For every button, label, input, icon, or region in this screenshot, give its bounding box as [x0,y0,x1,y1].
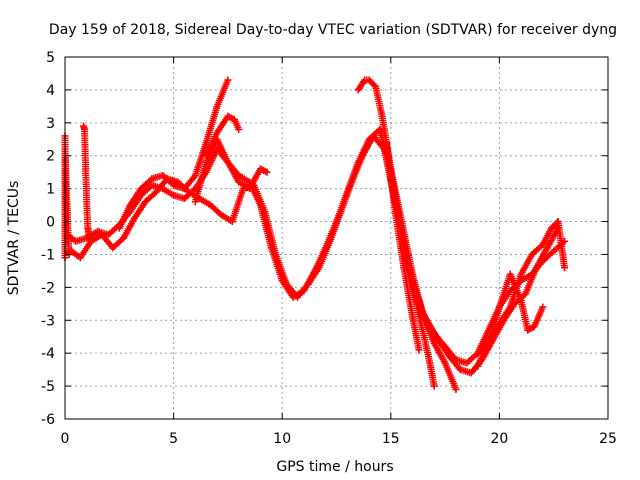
series-track-j [474,218,569,370]
y-axis-label: SDTVAR / TECUs [6,181,22,296]
chart-title: Day 159 of 2018, Sidereal Day-to-day VTE… [49,22,617,38]
y-tick-label: 0 [46,215,55,231]
y-tick-label: 3 [46,116,55,132]
series-track-h [398,234,438,390]
y-tick-label: 4 [46,83,55,99]
series-markers [61,132,73,262]
y-tick-label: -5 [41,379,55,395]
series-markers [79,122,95,245]
plot-border [64,56,609,420]
series-markers [115,76,232,232]
y-tick-label: 5 [46,50,55,66]
x-tick-label: 5 [169,431,178,447]
series-track-e [191,135,271,206]
x-axis-label: GPS time / hours [276,459,393,475]
x-tick-label: 0 [61,431,70,447]
series-spike-0 [61,132,73,262]
x-tick-label: 20 [490,431,508,447]
y-tick-label: 1 [46,182,55,198]
data-marks [61,76,569,393]
y-tick-label: -3 [41,313,55,329]
series-markers [191,135,271,206]
ticks: 0 5 10 15 20 25 -6 -5 -4 -3 -2 -1 0 1 2 3 4 5 [41,50,617,447]
y-tick-label: -1 [41,247,55,263]
series-track-g [382,139,423,354]
x-tick-label: 10 [273,431,291,447]
x-tick-label: 25 [599,431,617,447]
grid [65,57,608,419]
y-tick-label: -6 [41,412,55,428]
series-markers [202,112,243,160]
series-markers [382,139,423,354]
series-track-c [115,76,232,232]
y-tick-label: -4 [41,346,55,362]
y-tick-label: 2 [46,149,55,165]
series-markers [474,218,569,370]
series-track-d [202,112,243,160]
series-spike-0.9 [79,122,95,245]
y-tick-label: -2 [41,280,55,296]
x-tick-label: 15 [382,431,400,447]
series-markers [398,234,438,390]
